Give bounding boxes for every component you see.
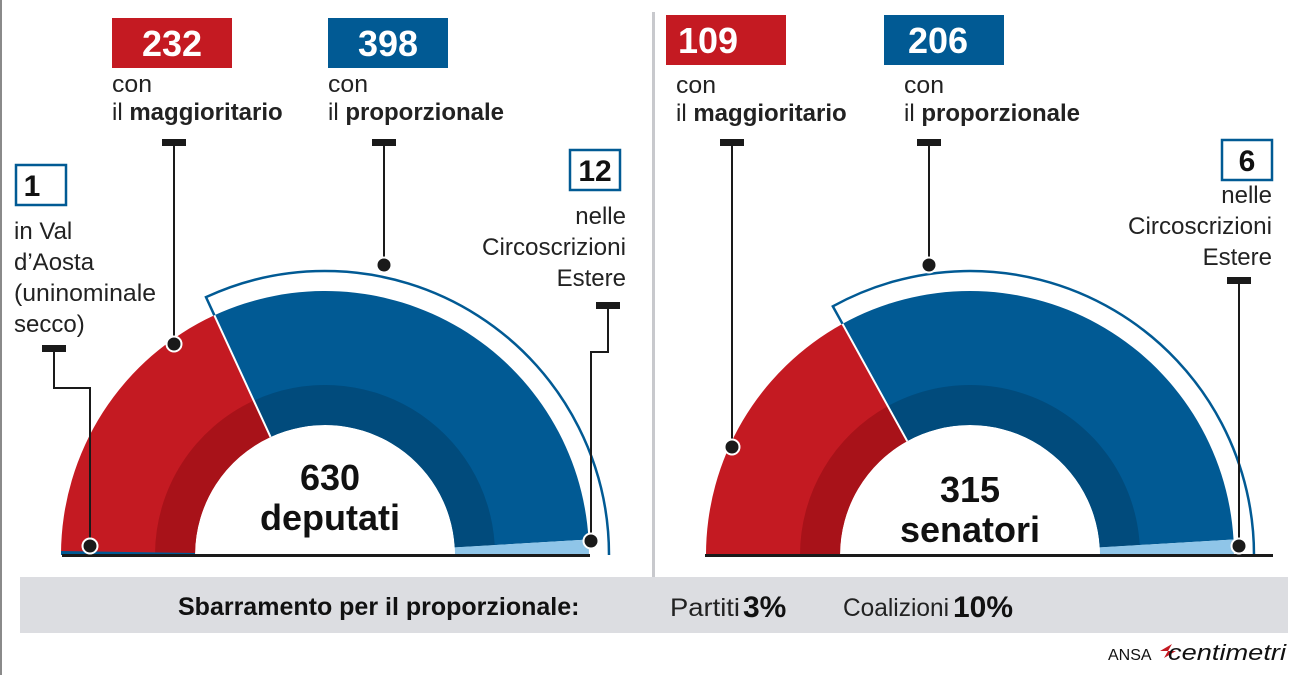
camera-aosta-callout: 1 in Val d’Aosta (uninominale secco) <box>14 163 156 555</box>
camera-majoritarian-callout: 232 con il maggioritario <box>112 18 283 353</box>
camera-chart: 630 deputati <box>60 269 611 557</box>
senato-chart: 315 senatori <box>705 269 1273 557</box>
camera-aosta-leader-cap <box>42 345 66 352</box>
camera-abroad-leader-cap <box>596 302 620 309</box>
senato-majoritarian-prefix: il <box>676 100 693 127</box>
senato-total-label: senatori <box>900 509 1040 550</box>
senato-abroad-value: 6 <box>1239 145 1256 178</box>
camera-proportional-bold: proporzionale <box>345 99 504 126</box>
camera-abroad-box <box>568 148 622 192</box>
senato-baseline <box>705 554 1273 557</box>
senato-majoritarian-value: 109 <box>678 20 738 61</box>
camera-majoritarian-bold: maggioritario <box>129 99 282 126</box>
camera-majoritarian-dot <box>165 335 183 353</box>
camera-abroad-line-2: Circoscrizioni <box>482 234 626 261</box>
senato-proportional-box <box>884 15 1004 65</box>
threshold-label: Sbarramento per il proporzionale: <box>178 593 579 621</box>
senato-majoritarian-callout: 109 con il maggioritario <box>666 15 847 456</box>
camera-proportional-leader-cap <box>372 139 396 146</box>
parties-label: Partiti <box>670 594 740 622</box>
camera-majoritarian-segment <box>61 315 271 555</box>
camera-total-number: 630 <box>300 457 360 498</box>
credit: ANSA centimetri <box>1108 640 1287 665</box>
camera-majoritarian-prefix: il <box>112 99 129 126</box>
camera-majoritarian-value: 232 <box>142 23 202 64</box>
senato-abroad-segment <box>1099 539 1235 556</box>
camera-proportional-dot <box>375 256 393 274</box>
camera-abroad-dot <box>582 532 600 550</box>
camera-proportional-prefix: il <box>328 99 345 126</box>
senato-majoritarian-line2: il maggioritario <box>676 100 847 127</box>
camera-aosta-line-2: d’Aosta <box>14 249 95 276</box>
senato-abroad-dot <box>1230 537 1248 555</box>
senato-proportional-prefix: il <box>904 100 921 127</box>
senato-abroad-callout: 6 nelle Circoscrizioni Estere <box>1128 138 1274 555</box>
senato-proportional-inner-band <box>887 384 1140 548</box>
camera-proportional-outline <box>204 269 611 556</box>
senato-abroad-line-3: Estere <box>1203 244 1272 271</box>
camera-aosta-line-3: (uninominale <box>14 280 156 307</box>
camera-aosta-line-1: in Val <box>14 218 72 245</box>
camera-majoritarian-leader-cap <box>162 139 186 146</box>
camera-aosta-line-4: secco) <box>14 311 85 338</box>
credit-agency: ANSA <box>1108 647 1152 664</box>
senato-proportional-line2: il proporzionale <box>904 100 1080 127</box>
parties-value: 3% <box>743 591 786 624</box>
senato-abroad-box <box>1220 138 1274 182</box>
camera-abroad-leader <box>590 309 609 541</box>
camera-segment-divider <box>213 314 272 438</box>
camera-majoritarian-inner-band <box>155 400 271 555</box>
left-edge-rule <box>0 0 2 675</box>
senato-majoritarian-inner-band <box>800 406 908 555</box>
senato-proportional-value: 206 <box>908 20 968 61</box>
camera-abroad-line-3: Estere <box>557 265 626 292</box>
senato-proportional-dot <box>920 256 938 274</box>
senato-majoritarian-box <box>666 15 786 65</box>
camera-abroad-line-1: nelle <box>575 203 626 230</box>
senato-majoritarian-dot <box>723 438 741 456</box>
credit-bolt-icon <box>1160 644 1176 658</box>
senato-majoritarian-segment <box>706 323 908 555</box>
senato-proportional-line1: con <box>904 72 944 99</box>
coalitions-label: Coalizioni <box>843 594 949 622</box>
camera-majoritarian-line2: il maggioritario <box>112 99 283 126</box>
camera-proportional-line1: con <box>328 71 368 98</box>
senato-majoritarian-bold: maggioritario <box>693 100 846 127</box>
camera-total-label: deputati <box>260 497 400 538</box>
camera-majoritarian-box <box>112 18 232 68</box>
camera-aosta-dot <box>81 537 99 555</box>
camera-proportional-callout: 398 con il proporzionale <box>328 18 504 274</box>
senato-majoritarian-leader-cap <box>720 139 744 146</box>
camera-abroad-segment <box>454 539 590 556</box>
camera-aosta-leader <box>53 352 91 546</box>
camera-proportional-inner-band <box>253 385 495 548</box>
camera-proportional-line2: il proporzionale <box>328 99 504 126</box>
camera-abroad-callout: 12 nelle Circoscrizioni Estere <box>482 148 626 550</box>
senato-proportional-leader-cap <box>917 139 941 146</box>
credit-brand: centimetri <box>1168 640 1287 665</box>
camera-proportional-value: 398 <box>358 23 418 64</box>
senato-abroad-line-2: Circoscrizioni <box>1128 213 1272 240</box>
senato-abroad-line-1: nelle <box>1221 182 1272 209</box>
senato-proportional-bold: proporzionale <box>921 100 1080 127</box>
camera-proportional-box <box>328 18 448 68</box>
senato-abroad-leader-cap <box>1227 277 1251 284</box>
camera-aosta-box <box>14 163 68 207</box>
senato-proportional-callout: 206 con il proporzionale <box>884 15 1080 274</box>
panel-separator <box>652 12 655 577</box>
coalitions-value: 10% <box>953 591 1013 624</box>
threshold-bar <box>20 577 1288 633</box>
senato-majoritarian-line1: con <box>676 72 716 99</box>
camera-baseline <box>62 554 590 557</box>
camera-abroad-value: 12 <box>578 155 611 188</box>
camera-majoritarian-line1: con <box>112 71 152 98</box>
senato-segment-divider <box>841 323 909 442</box>
senato-total-number: 315 <box>940 469 1000 510</box>
camera-aosta-value: 1 <box>24 170 41 203</box>
